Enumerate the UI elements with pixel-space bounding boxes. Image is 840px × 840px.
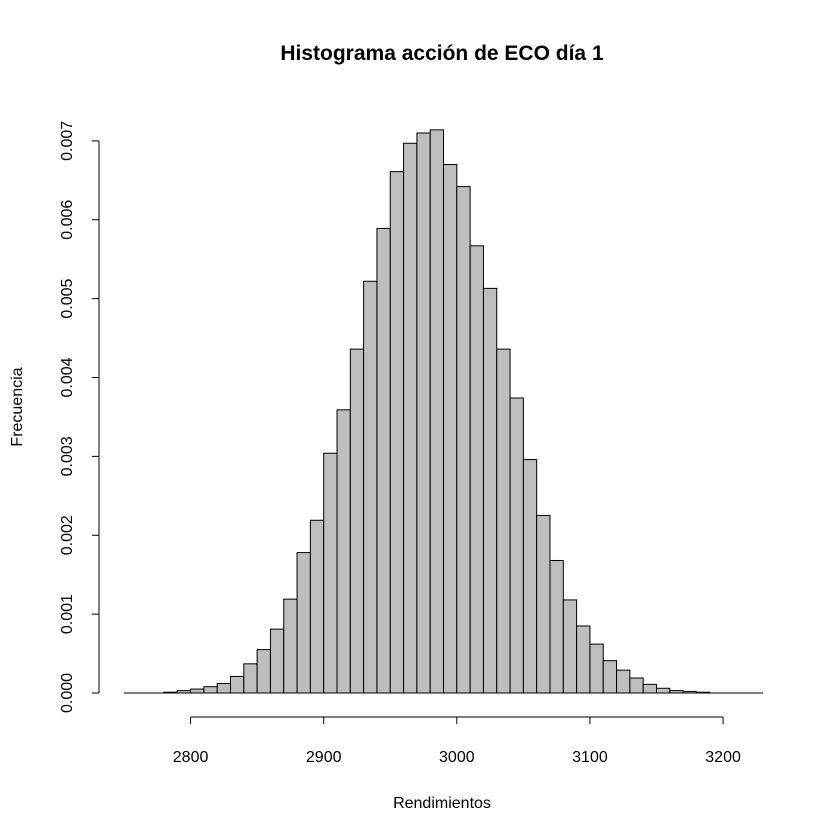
histogram-bar <box>509 397 524 694</box>
histogram-bar <box>602 660 618 694</box>
y-tick-label: 0.000 <box>59 673 76 713</box>
histogram-bar <box>323 452 338 694</box>
histogram-bar <box>562 599 578 694</box>
histogram-bar <box>216 683 232 694</box>
histogram-bar <box>443 164 458 694</box>
histogram-bar <box>203 686 218 694</box>
histogram-bar <box>309 519 325 694</box>
histogram-bar <box>190 688 205 694</box>
histogram-bar <box>456 186 471 694</box>
x-tick-label: 3000 <box>439 749 475 766</box>
histogram-bar <box>376 227 391 694</box>
y-tick-label: 0.004 <box>59 357 76 397</box>
histogram-bar <box>336 409 351 694</box>
histogram-bar <box>349 348 365 694</box>
histogram-bar <box>642 683 658 694</box>
histogram-bar <box>482 287 498 694</box>
y-tick-label: 0.005 <box>59 279 76 319</box>
histogram-bar <box>269 628 285 694</box>
histogram-bar <box>230 675 245 694</box>
histogram-bar <box>256 649 271 694</box>
histogram-bar <box>403 142 418 694</box>
histogram-bar <box>616 669 631 694</box>
histogram-bar <box>549 559 564 694</box>
y-tick-label: 0.001 <box>59 594 76 634</box>
histogram-bar <box>389 171 405 694</box>
x-axis: 2800 2900 3000 3100 3200 <box>173 716 741 766</box>
histogram-bar <box>496 348 511 694</box>
histogram-bar <box>416 132 431 694</box>
histogram-bar <box>576 625 591 694</box>
y-tick-label: 0.006 <box>59 200 76 240</box>
histogram-bar <box>629 677 644 694</box>
histogram-bar <box>656 687 671 694</box>
histogram-bar <box>469 245 484 694</box>
y-tick-label: 0.002 <box>59 515 76 555</box>
y-axis-label: Frecuencia <box>9 367 26 446</box>
histogram-bar <box>363 280 378 694</box>
histogram-bar <box>296 552 311 694</box>
x-tick-label: 2800 <box>173 749 209 766</box>
histogram-bar <box>243 663 258 694</box>
x-tick-label: 2900 <box>306 749 342 766</box>
x-axis-label: Rendimientos <box>393 795 491 812</box>
histogram-bar <box>589 643 604 694</box>
chart-title: Histograma acción de ECO día 1 <box>280 42 604 65</box>
histogram-bar <box>536 515 551 694</box>
histogram-bar <box>522 459 538 694</box>
x-tick-label: 3200 <box>705 749 741 766</box>
y-axis: 0.000 0.001 0.002 0.003 0.004 0.005 0.006 0.007 <box>59 121 100 713</box>
histogram-bar <box>429 129 445 694</box>
bars-group <box>124 129 763 694</box>
y-tick-label: 0.003 <box>59 436 76 476</box>
x-tick-label: 3100 <box>572 749 608 766</box>
histogram-bar <box>283 598 298 694</box>
y-tick-label: 0.007 <box>59 121 76 161</box>
